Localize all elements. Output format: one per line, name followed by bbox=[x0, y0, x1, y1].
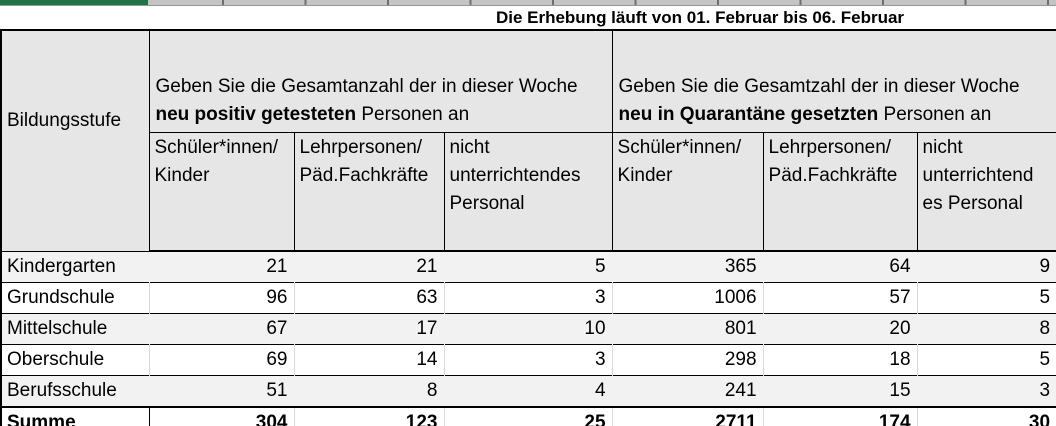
cell-value: 67 bbox=[148, 313, 294, 345]
table-row-kindergarten: Kindergarten 21 21 5 365 64 9 bbox=[1, 250, 1056, 283]
table-row-grundschule: Grundschule 96 63 3 1006 57 5 bbox=[1, 282, 1056, 314]
column-header-personal-quarantine: nicht unterrichtend es Personal bbox=[916, 131, 1056, 252]
group-header-row: Bildungsstufe Geben Sie die Gesamtanzahl… bbox=[0, 29, 1056, 252]
table-row-mittelschule: Mittelschule 67 17 10 801 20 8 bbox=[1, 313, 1056, 345]
top-row-remnant bbox=[0, 0, 1056, 6]
gridline-strip bbox=[148, 0, 1056, 5]
group-header-quarantine-bold: neu in Quarantäne gesetzten bbox=[618, 103, 879, 125]
cell-value: 298 bbox=[611, 344, 764, 376]
cell-value: 18 bbox=[762, 344, 918, 376]
cell-value: 51 bbox=[148, 375, 294, 407]
column-header-lehrpersonen-quarantine: Lehrpersonen/ Päd.Fachkräfte bbox=[762, 131, 918, 252]
total-value: 304 bbox=[148, 406, 294, 426]
column-header-personal-positive: nicht unterrichtendes Personal bbox=[443, 131, 613, 252]
total-value: 25 bbox=[443, 406, 613, 426]
cell-value: 63 bbox=[293, 282, 444, 314]
cell-value: 57 bbox=[762, 282, 918, 314]
cell-value: 15 bbox=[762, 375, 918, 407]
cell-value: 10 bbox=[443, 313, 613, 345]
cell-value: 365 bbox=[611, 250, 764, 283]
cell-value: 14 bbox=[293, 344, 444, 376]
cell-value: 17 bbox=[293, 313, 444, 345]
group-header-quarantine: Geben Sie die Gesamtzahl der in dieser W… bbox=[611, 29, 1056, 133]
cell-value: 3 bbox=[443, 282, 613, 314]
cell-value: 5 bbox=[916, 282, 1056, 314]
cell-value: 20 bbox=[762, 313, 918, 345]
cell-value: 64 bbox=[762, 250, 918, 283]
survey-period-title: Die Erhebung läuft von 01. Februar bis 0… bbox=[495, 8, 905, 27]
column-header-schueler-quarantine: Schüler*innen/ Kinder bbox=[611, 131, 764, 252]
cell-value: 241 bbox=[611, 375, 764, 407]
cell-value: 3 bbox=[443, 344, 613, 376]
total-value: 30 bbox=[916, 406, 1056, 426]
table-row-berufsschule: Berufsschule 51 8 4 241 15 3 bbox=[1, 375, 1056, 407]
row-label: Oberschule bbox=[1, 344, 149, 376]
table-row-summe: Summe 304 123 25 2711 174 30 bbox=[1, 406, 1056, 426]
cell-value: 801 bbox=[611, 313, 764, 345]
column-header-bildungsstufe: Bildungsstufe bbox=[0, 29, 150, 252]
cell-value: 21 bbox=[148, 250, 294, 283]
group-header-positive-rest: Personen an bbox=[356, 103, 470, 125]
green-cell-fragment bbox=[0, 0, 148, 5]
cell-value: 3 bbox=[916, 375, 1056, 407]
column-header-schueler-positive: Schüler*innen/ Kinder bbox=[148, 131, 295, 252]
group-header-positive-line2: neu positiv getesteten Personen an bbox=[156, 101, 612, 129]
total-value: 174 bbox=[762, 406, 918, 426]
group-header-quarantine-line2: neu in Quarantäne gesetzten Personen an bbox=[619, 101, 1056, 129]
total-value: 123 bbox=[293, 406, 444, 426]
row-label: Mittelschule bbox=[1, 313, 149, 345]
cell-value: 96 bbox=[148, 282, 294, 314]
cell-value: 5 bbox=[443, 250, 613, 283]
cell-value: 5 bbox=[916, 344, 1056, 376]
sub-header-row: Schüler*innen/ Kinder Lehrpersonen/ Päd.… bbox=[1, 131, 1056, 252]
data-table: Bildungsstufe Geben Sie die Gesamtanzahl… bbox=[0, 29, 1056, 426]
cell-value: 69 bbox=[148, 344, 294, 376]
group-header-quarantine-line1: Geben Sie die Gesamtzahl der in dieser W… bbox=[618, 75, 1020, 97]
title-row: Die Erhebung läuft von 01. Februar bis 0… bbox=[0, 6, 1056, 29]
row-label: Kindergarten bbox=[1, 250, 149, 283]
row-label: Berufsschule bbox=[1, 375, 149, 407]
cell-value: 9 bbox=[916, 250, 1056, 283]
group-header-positive-bold: neu positiv getesteten bbox=[155, 103, 357, 125]
total-label: Summe bbox=[1, 406, 150, 426]
group-header-positive-tests: Geben Sie die Gesamtanzahl der in dieser… bbox=[148, 29, 613, 133]
row-label: Grundschule bbox=[1, 282, 149, 314]
cell-value: 8 bbox=[293, 375, 444, 407]
cell-value: 4 bbox=[443, 375, 613, 407]
total-value: 2711 bbox=[611, 406, 764, 426]
cell-value: 21 bbox=[293, 250, 444, 283]
group-header-quarantine-rest: Personen an bbox=[878, 103, 992, 125]
group-header-positive-line1: Geben Sie die Gesamtanzahl der in dieser… bbox=[155, 75, 578, 97]
cell-value: 8 bbox=[916, 313, 1056, 345]
column-header-lehrpersonen-positive: Lehrpersonen/ Päd.Fachkräfte bbox=[293, 131, 445, 252]
cell-value: 1006 bbox=[611, 282, 764, 314]
table-row-oberschule: Oberschule 69 14 3 298 18 5 bbox=[1, 344, 1056, 376]
